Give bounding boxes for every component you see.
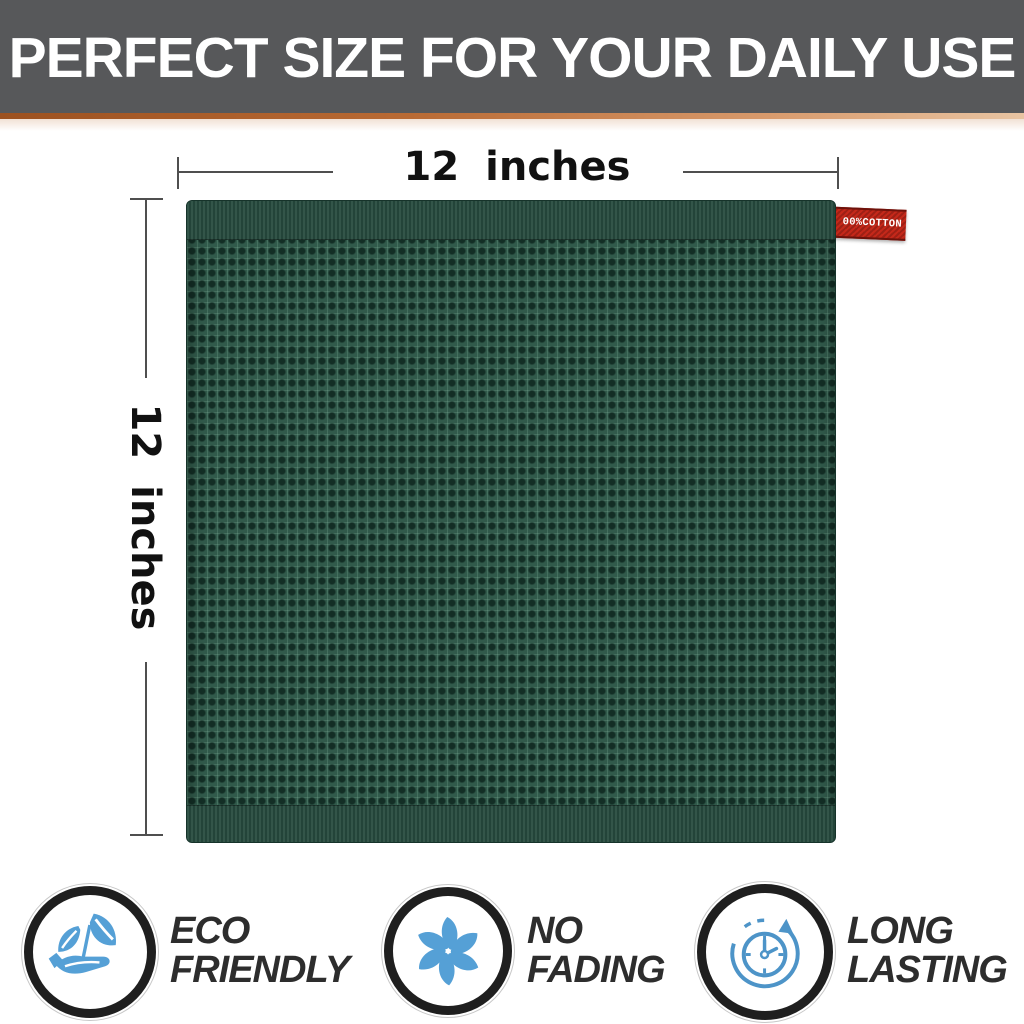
no-fading-label-line2: FADING (527, 949, 666, 991)
no-fading-label-line1: NO (527, 910, 583, 952)
eco-friendly-label-line2: FRIENDLY (170, 949, 350, 991)
width-dim-label: 12 inches (403, 144, 631, 190)
pinwheel-icon (417, 916, 479, 986)
eco-friendly-label: ECO FRIENDLY (170, 910, 350, 991)
long-lasting-badge (697, 884, 833, 1020)
width-dim-line-right (683, 171, 837, 173)
eco-friendly-badge (24, 886, 156, 1018)
width-dim-tick-right (837, 157, 839, 189)
eco-friendly-label-line1: ECO (170, 910, 250, 952)
no-fading-label: NO FADING (527, 910, 666, 991)
no-fading-badge (384, 887, 512, 1015)
long-lasting-label-line1: LONG (847, 910, 954, 952)
long-lasting-label-line2: LASTING (847, 949, 1008, 991)
width-dim-line-left (179, 171, 333, 173)
eco-hand-leaves-icon (48, 913, 117, 974)
long-lasting-label: LONG LASTING (847, 910, 1008, 991)
height-dim-label: 12 inches (122, 403, 168, 631)
towel-hem-top (187, 201, 835, 240)
towel-photo (186, 200, 836, 843)
towel-hem-bottom (187, 805, 835, 842)
height-dim-line-top (145, 200, 147, 378)
height-dim-tick-top (130, 198, 163, 200)
banner-title: PERFECT SIZE FOR YOUR DAILY USE (8, 26, 1017, 90)
height-dim-line-bottom (145, 662, 147, 834)
banner: PERFECT SIZE FOR YOUR DAILY USE (0, 0, 1024, 113)
banner-accent-fade (0, 119, 1024, 131)
banner-accent-line (0, 113, 1024, 119)
clock-refresh-icon (730, 918, 801, 989)
height-dim-tick-bottom (130, 834, 163, 836)
width-dim-tick-left (177, 157, 179, 189)
